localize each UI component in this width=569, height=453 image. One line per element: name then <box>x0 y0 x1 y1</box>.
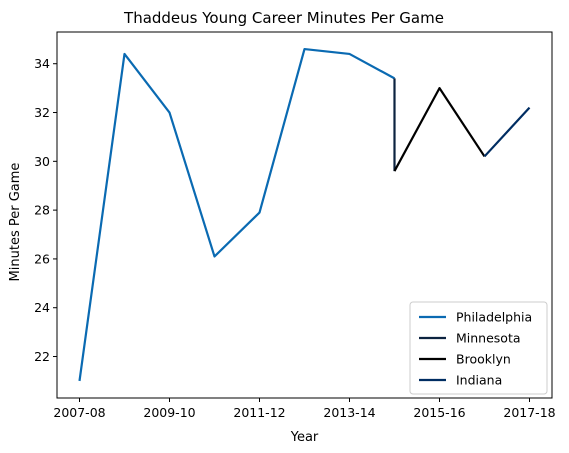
x-tick-label: 2011-12 <box>233 405 285 420</box>
plot-frame <box>56 31 553 399</box>
x-axis-label: Year <box>290 430 319 445</box>
x-tick-label: 2015-16 <box>413 405 465 420</box>
legend-entry: Indiana <box>456 373 502 388</box>
legend-entry: Brooklyn <box>456 352 511 367</box>
x-tick-label: 2013-14 <box>323 405 375 420</box>
axes: 22 24 26 28 30 32 34 2007-08 2009-10 2011-12 2013-… <box>34 31 556 420</box>
series-line-indiana <box>483 106 531 158</box>
y-tick-label: 26 <box>34 251 50 266</box>
y-tick-label: 22 <box>34 349 50 364</box>
legend-box <box>409 301 548 395</box>
y-tick-label: 28 <box>34 203 50 218</box>
series-line-brooklyn <box>393 87 486 172</box>
plot-area <box>78 47 531 382</box>
legend: Philadelphia Minnesota Brooklyn Indiana <box>409 301 548 395</box>
y-tick-label: 30 <box>34 154 50 169</box>
x-tick-label: 2017-18 <box>503 405 555 420</box>
y-tick-label: 24 <box>34 300 50 315</box>
x-tick-label: 2007-08 <box>53 405 105 420</box>
legend-entry: Philadelphia <box>456 310 532 325</box>
y-axis-label: Minutes Per Game <box>8 163 23 282</box>
x-tick-label: 2009-10 <box>143 405 195 420</box>
series-line-philadelphia <box>78 47 396 382</box>
y-tick-label: 34 <box>34 56 50 71</box>
chart-title: Thaddeus Young Career Minutes Per Game <box>123 9 444 27</box>
legend-entry: Minnesota <box>456 331 521 346</box>
y-tick-label: 32 <box>34 105 50 120</box>
